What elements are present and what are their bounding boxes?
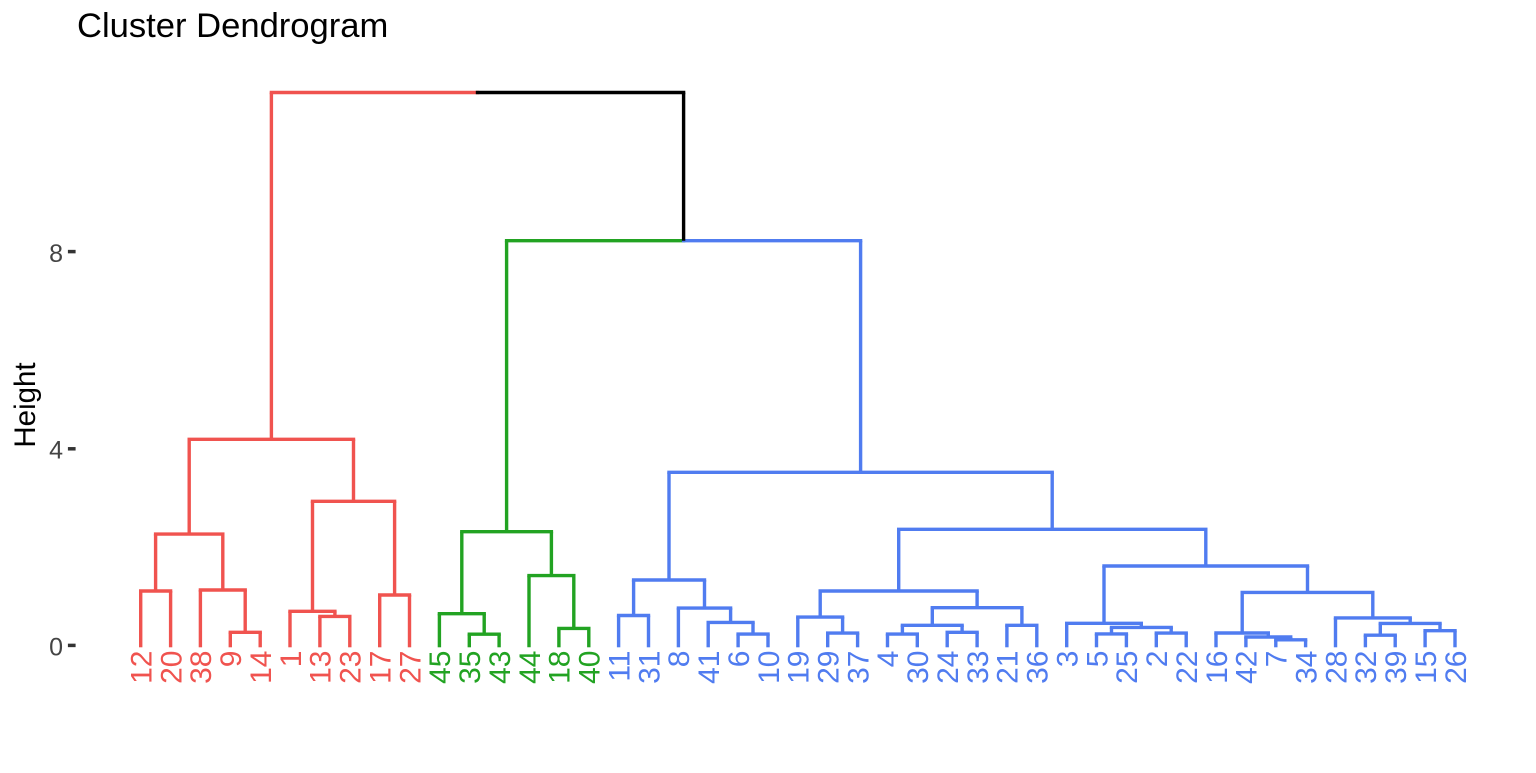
svg-text:26: 26 [1440,651,1473,684]
svg-text:44: 44 [514,651,547,684]
svg-text:25: 25 [1111,651,1144,684]
svg-text:16: 16 [1201,651,1234,684]
svg-text:35: 35 [454,651,487,684]
svg-text:30: 30 [902,651,935,684]
svg-text:20: 20 [155,651,188,684]
svg-text:Cluster Dendrogram: Cluster Dendrogram [77,7,388,45]
svg-text:15: 15 [1410,651,1443,684]
svg-text:2: 2 [1141,651,1174,668]
svg-text:17: 17 [365,651,398,684]
svg-text:33: 33 [962,651,995,684]
svg-text:Height: Height [9,362,42,447]
svg-text:3: 3 [1052,651,1085,668]
svg-text:1: 1 [275,651,308,668]
svg-text:9: 9 [215,651,248,668]
svg-text:13: 13 [305,651,338,684]
svg-text:27: 27 [394,651,427,684]
svg-text:42: 42 [1231,651,1264,684]
svg-text:36: 36 [1022,651,1055,684]
svg-text:23: 23 [335,651,368,684]
svg-text:38: 38 [185,651,218,684]
svg-text:8: 8 [663,651,696,668]
svg-text:4: 4 [872,651,905,668]
svg-text:12: 12 [126,651,159,684]
svg-text:18: 18 [544,651,577,684]
svg-text:5: 5 [1081,651,1114,668]
svg-text:39: 39 [1380,651,1413,684]
svg-text:37: 37 [842,651,875,684]
svg-text:28: 28 [1320,651,1353,684]
svg-text:31: 31 [633,651,666,684]
svg-text:45: 45 [424,651,457,684]
svg-text:7: 7 [1261,651,1294,668]
svg-text:29: 29 [813,651,846,684]
svg-text:6: 6 [723,651,756,668]
svg-text:14: 14 [245,651,278,684]
svg-text:40: 40 [574,651,607,684]
svg-text:32: 32 [1350,651,1383,684]
svg-text:10: 10 [753,651,786,684]
svg-text:8: 8 [49,240,63,268]
svg-text:43: 43 [484,651,517,684]
svg-text:4: 4 [49,436,63,464]
svg-text:34: 34 [1290,651,1323,684]
svg-text:24: 24 [932,651,965,684]
svg-text:0: 0 [49,634,63,662]
svg-text:41: 41 [693,651,726,684]
svg-text:19: 19 [783,651,816,684]
svg-text:21: 21 [992,650,1025,683]
svg-text:22: 22 [1171,651,1204,684]
svg-text:11: 11 [603,651,636,682]
